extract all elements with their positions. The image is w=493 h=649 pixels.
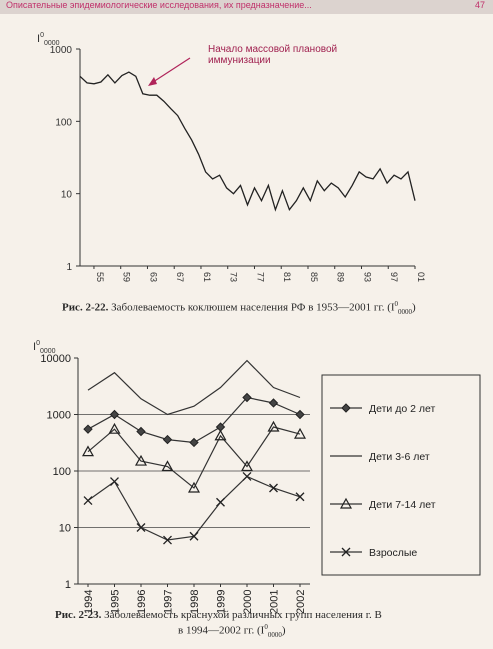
series-3-point <box>242 472 252 481</box>
legend-label: Взрослые <box>369 547 417 559</box>
x-tick-label: 97 <box>389 272 399 282</box>
annotation-arrow-head <box>148 77 157 86</box>
figure2-caption-line2: в 1994—2002 гг. (I00000) <box>178 623 285 639</box>
series-3-point <box>110 477 119 487</box>
y-tick-label: 1000 <box>47 410 71 422</box>
series-2-point <box>240 460 254 472</box>
series-0-point <box>109 409 120 420</box>
y-tick-label: 10 <box>61 190 73 201</box>
pertussis-series-line <box>79 71 416 212</box>
x-tick-label: 85 <box>309 272 319 282</box>
y-axis-label: I00000 <box>37 32 60 47</box>
legend-marker <box>341 403 351 413</box>
y-tick-label: 10000 <box>40 353 71 365</box>
figure2-caption-sup: 0 <box>264 623 268 631</box>
page-header-strip: Описательные эпидемиологические исследов… <box>0 0 493 14</box>
y-tick-label: 100 <box>55 117 72 128</box>
x-tick-label: 89 <box>336 272 346 282</box>
y-axis-label: I00000 <box>33 340 56 355</box>
rubella-chart: I00000 1 10 100 1000 10000 1994 1995 1996 1997 199… <box>33 340 481 614</box>
figure2-caption-sub: 0000 <box>267 630 282 639</box>
series-line-3 <box>87 475 301 541</box>
y-tick-label: 1000 <box>50 45 73 56</box>
figure2-caption-prefix: Рис. 2-23. <box>55 609 102 621</box>
x-tick-label: 1995 <box>110 590 122 614</box>
series-2-point <box>187 481 201 493</box>
page-number: 47 <box>474 0 485 10</box>
immunization-annotation: Начало массовой плановой <box>208 44 337 55</box>
running-header: Описательные эпидемиологические исследов… <box>6 0 312 10</box>
series-line-1 <box>87 359 301 416</box>
figure2-caption-text: Заболеваемость краснухой различных групп… <box>104 609 382 621</box>
figure1-caption-sup: 0 <box>394 300 399 308</box>
x-tick-label: 55 <box>95 272 105 282</box>
figure1-caption-text: Заболеваемость коклюшем населения РФ в 1… <box>111 301 395 314</box>
figure2-caption-text2: в 1994—2002 гг. (I <box>178 624 265 637</box>
x-tick-label: 2002 <box>295 590 307 614</box>
x-tick-label: 1999 <box>216 590 228 614</box>
legend-label: Дети 7-14 лет <box>369 499 436 511</box>
series-2-point <box>134 454 148 466</box>
series-2-point <box>293 427 307 439</box>
series-3-point <box>269 483 278 493</box>
figure1-caption-close: ) <box>412 301 416 314</box>
x-tick-label: 1994 <box>83 590 95 614</box>
x-tick-label: 1998 <box>189 590 201 614</box>
series-2-point <box>214 429 227 441</box>
y-tick-label: 1 <box>66 262 72 273</box>
x-tick-label: 81 <box>282 272 292 282</box>
x-tick-label: 1997 <box>163 590 175 614</box>
x-tick-label: 73 <box>229 272 239 282</box>
series-3-point <box>189 531 199 541</box>
x-tick-label: 93 <box>362 272 372 282</box>
figure2-caption-line1: Рис. 2-23. Заболеваемость краснухой разл… <box>55 609 382 621</box>
series-line-2 <box>87 426 301 489</box>
series-3-point <box>216 497 225 507</box>
figure1-caption-prefix: Рис. 2-22. <box>62 301 109 314</box>
y-tick-label: 1 <box>65 579 71 591</box>
legend-marker <box>341 547 351 557</box>
series-2-point <box>108 422 121 434</box>
y-tick-label: 10 <box>59 523 71 535</box>
x-tick-label: 2000 <box>242 590 254 614</box>
series-0-point <box>189 437 199 448</box>
series-0-point <box>83 424 93 434</box>
series-0-point <box>136 426 146 437</box>
x-tick-label: 2001 <box>269 590 281 614</box>
legend-label: Дети до 2 лет <box>369 403 435 415</box>
legend-marker <box>339 497 353 509</box>
series-3-point <box>163 535 172 545</box>
y-tick-label: 100 <box>53 466 71 478</box>
immunization-annotation: иммунизации <box>208 55 271 66</box>
x-tick-label: 63 <box>148 272 158 282</box>
series-3-point <box>83 496 93 506</box>
x-tick-label: 1996 <box>136 590 148 614</box>
x-tick-label: 59 <box>122 272 132 282</box>
figure1-caption: Рис. 2-22. Заболеваемость коклюшем насел… <box>62 300 416 316</box>
figure1-caption-sub: 0000 <box>398 307 413 316</box>
series-3-point <box>295 492 305 502</box>
series-0-point <box>162 434 173 445</box>
page-area: I00000 1 10 100 1000 55 59 63 67 61 73 77 81 85 89 93 97… <box>0 14 493 649</box>
x-tick-label: 01 <box>416 272 426 282</box>
x-tick-label: 77 <box>255 272 265 282</box>
series-2-point <box>81 445 95 457</box>
series-0-point <box>242 392 252 403</box>
pertussis-chart: I00000 1 10 100 1000 55 59 63 67 61 73 77 81 85 89 93 97… <box>37 32 426 282</box>
figure2-caption-close: ) <box>281 624 286 637</box>
x-tick-label: 67 <box>175 272 185 282</box>
series-0-point <box>295 409 305 420</box>
series-0-point <box>268 398 279 408</box>
x-tick-label: 61 <box>202 272 212 282</box>
legend-box <box>321 374 481 576</box>
legend-label: Дети 3-6 лет <box>369 451 430 463</box>
annotation-arrow-line <box>149 57 191 85</box>
series-2-point <box>161 460 174 472</box>
series-3-point <box>136 523 146 532</box>
series-2-point <box>267 420 280 432</box>
